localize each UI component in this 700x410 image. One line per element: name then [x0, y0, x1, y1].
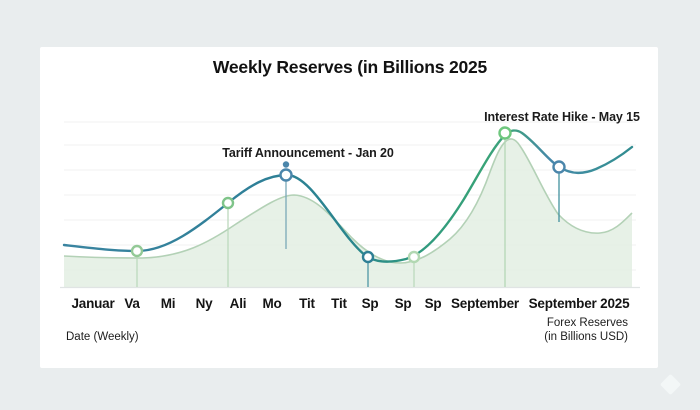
marker-va[interactable]: [130, 244, 144, 258]
y-axis-caption: Forex Reserves (in Billions USD): [544, 316, 628, 344]
droplines: [136, 138, 560, 287]
area-series: [63, 138, 633, 287]
data-point-markers: [130, 126, 566, 264]
x-axis-label: Ali: [229, 296, 247, 311]
x-axis-label: Sp: [424, 296, 442, 311]
marker-right-blue[interactable]: [552, 160, 566, 174]
x-axis-caption: Date (Weekly): [66, 331, 139, 343]
marker-trough-green[interactable]: [407, 250, 421, 264]
marker-ali[interactable]: [221, 196, 235, 210]
annotation-dot: [282, 161, 290, 168]
marker-trough-blue[interactable]: [361, 250, 375, 264]
marker-rate-peak[interactable]: [498, 126, 512, 140]
x-axis-label: Sp: [361, 296, 379, 311]
x-axis-label: Va: [124, 296, 140, 311]
x-axis-label: Januar: [71, 296, 115, 311]
x-axis-label: Mo: [262, 296, 282, 311]
chart-card: [40, 47, 658, 368]
x-axis-label: Sp: [394, 296, 412, 311]
x-axis-label: Ny: [195, 296, 213, 311]
annotation-tariff: Tariff Announcement - Jan 20: [222, 146, 394, 160]
x-axis-label: Tit: [299, 296, 315, 311]
marker-tariff-peak[interactable]: [279, 168, 293, 182]
x-axis-label: Tit: [331, 296, 347, 311]
x-axis-label: Mi: [160, 296, 176, 311]
x-axis-label: September: [451, 296, 519, 311]
annotation-rate-hike: Interest Rate Hike - May 15: [484, 110, 640, 124]
x-axis-label: September 2025: [528, 296, 630, 311]
y-axis-caption-line2: (in Billions USD): [544, 331, 628, 343]
y-axis-caption-line1: Forex Reserves: [546, 317, 628, 329]
chart-title: Weekly Reserves (in Billions 2025: [212, 57, 488, 77]
